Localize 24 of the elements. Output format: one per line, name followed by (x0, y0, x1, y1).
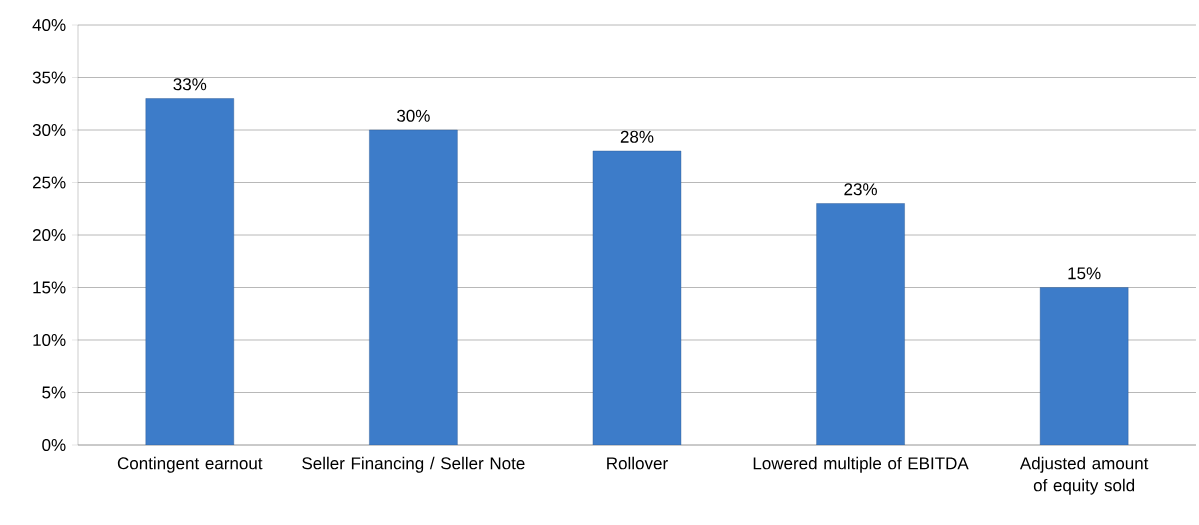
bar (1039, 287, 1129, 445)
data-label: 33% (173, 78, 207, 91)
y-tick-label: 30% (32, 123, 66, 137)
x-tick-label: Seller Financing / Seller Note (302, 456, 525, 473)
bar (145, 98, 234, 445)
y-tick-label: 35% (32, 71, 66, 84)
bar (369, 129, 458, 445)
data-label: 28% (620, 130, 654, 143)
y-tick-label: 10% (33, 333, 66, 347)
y-tick-label: 25% (32, 176, 66, 189)
data-label: 15% (1068, 267, 1101, 280)
x-tick-label: Adjusted amount of equity sold (1019, 456, 1149, 495)
y-tick-label: 0% (42, 438, 66, 452)
y-tick-label: 5% (42, 386, 66, 399)
y-tick-label: 20% (32, 228, 66, 242)
x-tick-label: Rollover (607, 456, 668, 470)
y-tick-label: 40% (32, 18, 66, 32)
data-label: 30% (397, 109, 430, 122)
x-tick-label: Contingent earnout (117, 456, 263, 473)
y-tick-label: 15% (33, 281, 66, 294)
bar (592, 150, 682, 445)
x-tick-label: Lowered multiple of EBITDA (753, 456, 969, 473)
bar (816, 203, 905, 445)
data-label: 23% (844, 183, 877, 196)
